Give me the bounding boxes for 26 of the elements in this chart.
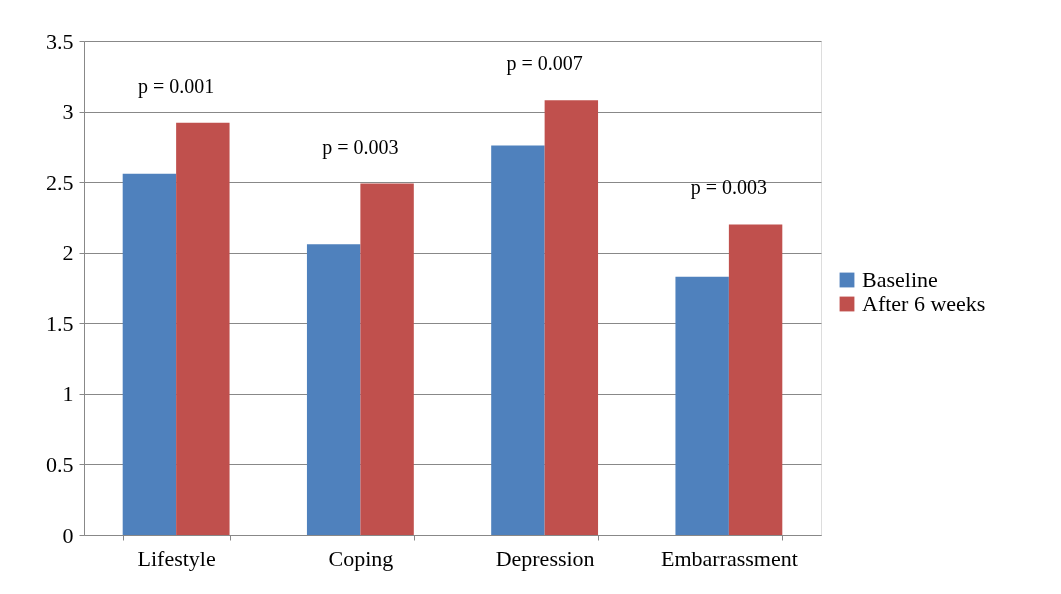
x-tick-label: Lifestyle xyxy=(137,545,216,571)
bar xyxy=(491,145,545,535)
x-tick-label: Coping xyxy=(328,545,394,571)
legend-label: After 6 weeks xyxy=(862,291,986,316)
bar xyxy=(306,244,361,535)
y-tick-label: 3 xyxy=(62,99,74,125)
annotation: p = 0.003 xyxy=(322,135,399,159)
bar xyxy=(360,183,414,535)
bar xyxy=(675,276,729,535)
legend-label: Baseline xyxy=(862,267,938,292)
y-tick-label: 2.5 xyxy=(46,169,74,195)
y-tick-label: 3.5 xyxy=(46,28,74,54)
y-tick-label: 1 xyxy=(62,381,74,407)
annotation: p = 0.007 xyxy=(506,52,583,76)
bar xyxy=(544,100,599,535)
y-tick-label: 2 xyxy=(62,240,74,266)
bar xyxy=(122,173,177,535)
x-tick-label: Depression xyxy=(495,545,595,571)
y-tick-label: 0.5 xyxy=(46,451,74,477)
bar xyxy=(728,224,783,535)
y-tick-label: 1.5 xyxy=(46,310,74,336)
bar xyxy=(176,122,230,535)
annotation: p = 0.001 xyxy=(137,74,215,98)
annotation: p = 0.003 xyxy=(690,176,768,200)
y-tick-label: 0 xyxy=(62,522,74,548)
x-tick-label: Embarrassment xyxy=(660,545,798,571)
